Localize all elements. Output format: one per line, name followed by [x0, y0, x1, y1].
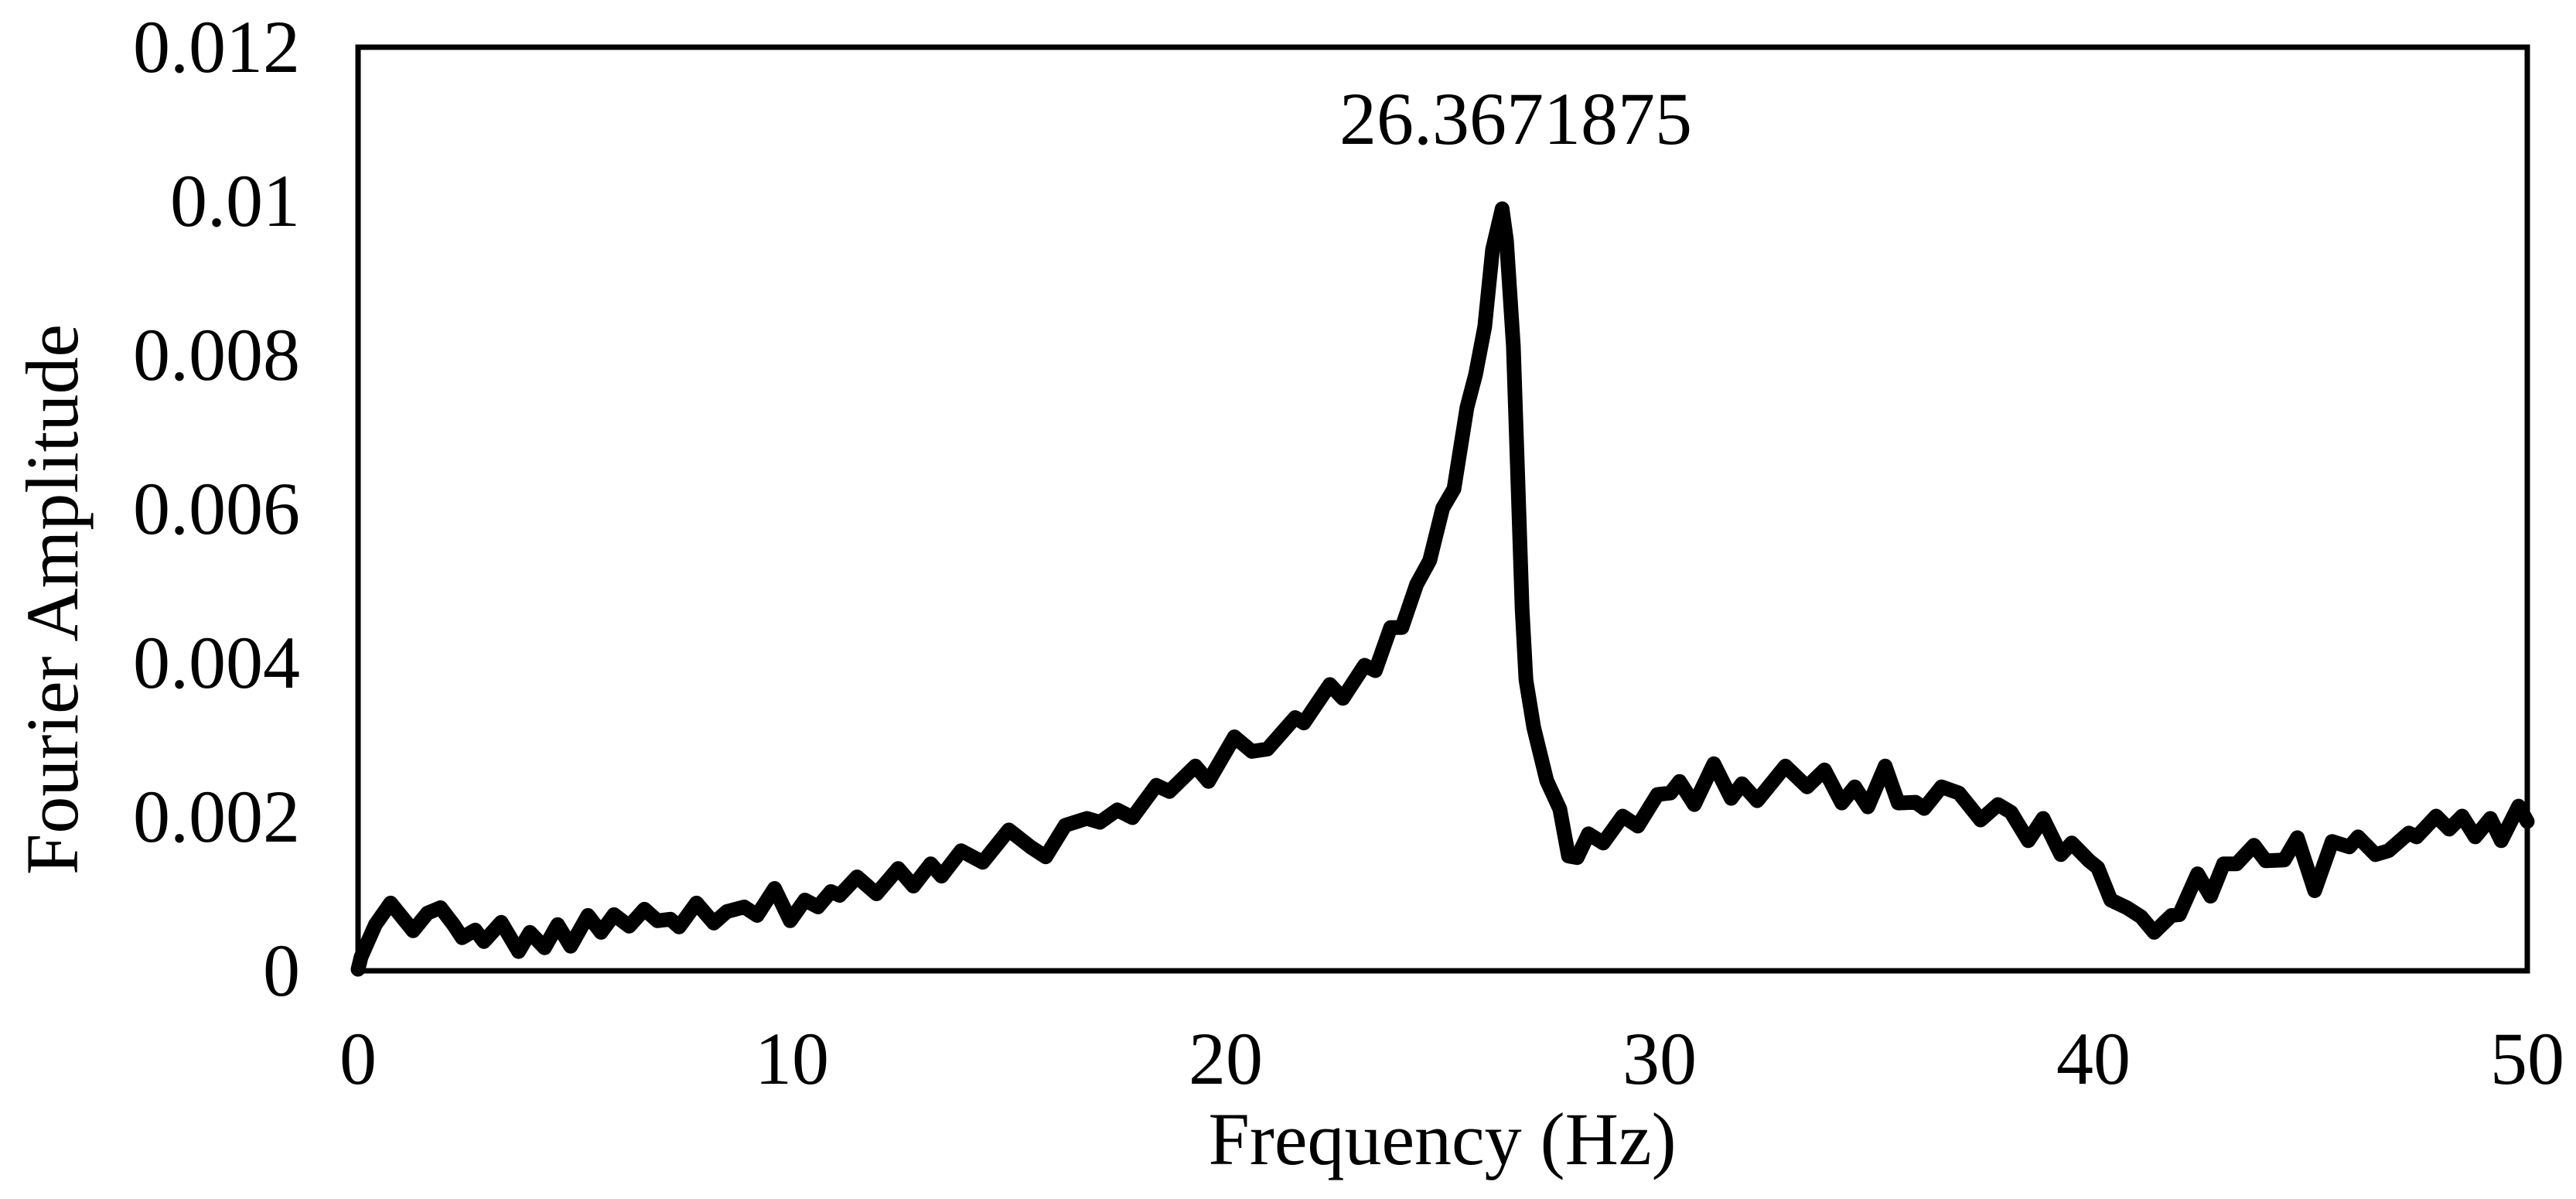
y-tick-label: 0.006 — [133, 467, 300, 550]
y-tick-label: 0.008 — [133, 313, 300, 396]
plot-area-frame — [355, 44, 2530, 974]
x-tick-label: 30 — [1622, 1017, 1697, 1100]
y-axis-title: Fourier Amplitude — [11, 324, 94, 875]
y-tick-label: 0 — [263, 929, 300, 1012]
amplitude-series-line — [350, 201, 2535, 977]
y-tick-label: 0.004 — [133, 621, 300, 704]
x-axis-ticks: 0 10 20 30 40 50 — [339, 1017, 2564, 1100]
x-tick-label: 20 — [1189, 1017, 1263, 1100]
x-axis-title: Frequency (Hz) — [1208, 1098, 1676, 1180]
x-tick-label: 10 — [755, 1017, 829, 1100]
y-tick-label: 0.002 — [133, 775, 300, 858]
y-axis-ticks: 0 0.002 0.004 0.006 0.008 0.01 0.012 — [133, 5, 300, 1012]
x-tick-label: 0 — [339, 1017, 377, 1100]
x-tick-label: 50 — [2490, 1017, 2564, 1100]
y-tick-label: 0.01 — [170, 159, 300, 242]
x-tick-label: 40 — [2056, 1017, 2131, 1100]
y-tick-label: 0.012 — [133, 5, 300, 88]
peak-frequency-annotation: 26.3671875 — [1339, 77, 1692, 160]
